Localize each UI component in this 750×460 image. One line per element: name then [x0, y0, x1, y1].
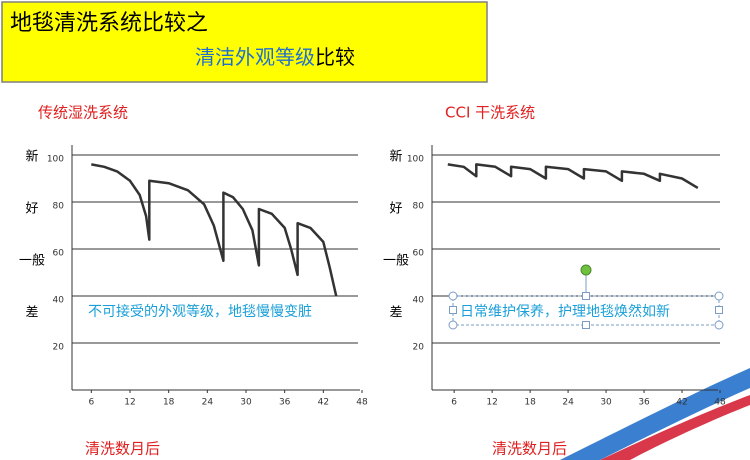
- y-tick-label: 40: [413, 296, 425, 306]
- x-tick-label: 36: [279, 398, 291, 408]
- x-tick-label: 6: [88, 398, 94, 408]
- decor-swoosh: [600, 395, 750, 460]
- x-tick-label: 18: [163, 398, 175, 408]
- y-category-label: 差: [389, 306, 402, 321]
- y-tick-label: 60: [413, 249, 425, 259]
- x-tick-label: 12: [486, 398, 497, 408]
- x-tick-label: 30: [240, 398, 252, 408]
- annotation: 日常维护保养，护理地毯焕然如新: [460, 303, 670, 320]
- y-category-label: 一般: [383, 253, 409, 269]
- chart-title: 传统湿洗系统: [38, 104, 128, 122]
- title-box: [1, 1, 488, 83]
- x-axis-label: 清洗数月后: [85, 440, 160, 458]
- y-category-label: 差: [25, 306, 38, 321]
- title: 地毯清洗系统比较之: [10, 11, 208, 36]
- y-tick-label: 40: [53, 296, 65, 306]
- y-tick-label: 20: [413, 343, 425, 353]
- data-line: [91, 163, 338, 297]
- decor-swoosh: [560, 368, 750, 460]
- x-tick-label: 6: [451, 398, 457, 408]
- x-tick-label: 18: [524, 398, 536, 408]
- resize-handle: [582, 321, 590, 329]
- y-category-label: 好: [25, 202, 38, 217]
- y-tick-label: 80: [413, 202, 425, 212]
- x-tick-label: 24: [202, 398, 214, 408]
- subtitle: 清洁外观等级比较: [195, 45, 355, 69]
- x-tick-label: 42: [318, 398, 329, 408]
- y-category-label: 新: [25, 149, 38, 165]
- y-tick-label: 100: [47, 155, 64, 165]
- chart-title: CCI 干洗系统: [445, 104, 535, 122]
- data-line: [447, 163, 699, 189]
- x-tick-label: 24: [562, 398, 574, 408]
- x-tick-label: 36: [638, 398, 650, 408]
- x-tick-label: 12: [124, 398, 135, 408]
- x-tick-label: 42: [676, 398, 687, 408]
- resize-handle: [714, 291, 724, 301]
- y-tick-label: 80: [53, 202, 65, 212]
- x-tick-label: 30: [600, 398, 612, 408]
- x-tick-label: 48: [714, 398, 726, 408]
- y-category-label: 好: [389, 202, 402, 217]
- y-tick-label: 20: [53, 343, 65, 353]
- resize-handle: [448, 291, 458, 301]
- y-category-label: 一般: [19, 253, 45, 269]
- resize-handle: [448, 320, 458, 330]
- resize-handle: [714, 320, 724, 330]
- resize-handle: [582, 292, 590, 300]
- x-tick-label: 48: [356, 398, 368, 408]
- subtitle-black: 比较: [315, 45, 355, 69]
- y-tick-label: 100: [407, 155, 424, 165]
- y-category-label: 新: [389, 149, 402, 165]
- subtitle-blue: 清洁外观等级: [195, 45, 315, 69]
- resize-handle: [449, 306, 457, 314]
- resize-handle: [715, 306, 723, 314]
- rotate-handle: [580, 264, 592, 276]
- annotation: 不可接受的外观等级，地毯慢慢变脏: [88, 303, 312, 320]
- x-axis-label: 清洗数月后: [492, 440, 567, 458]
- y-tick-label: 60: [53, 249, 65, 259]
